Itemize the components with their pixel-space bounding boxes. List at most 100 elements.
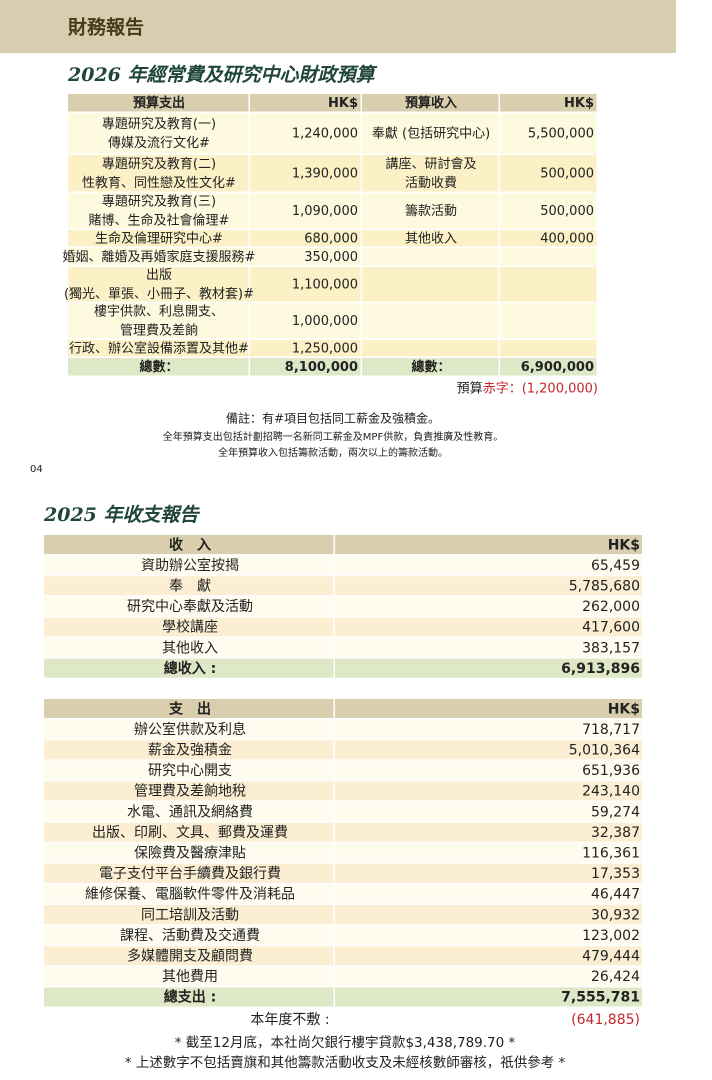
row-value: 479,444 <box>582 949 640 965</box>
row-value: 383,157 <box>582 640 640 656</box>
table-cell <box>335 617 642 637</box>
table-cell <box>250 358 361 376</box>
footnote: * 截至12月底，本社尚欠銀行樓宇貸款$3,438,789.70 * <box>175 1035 516 1051</box>
cell-text: 性教育、同性戀及性文化# <box>82 175 236 191</box>
table-cell <box>500 303 597 339</box>
cell-text: 婚姻、離婚及再婚家庭支援服務# <box>63 249 256 265</box>
cell-text: 講座、研討會及 <box>385 156 476 172</box>
table-cell <box>500 340 597 357</box>
cell-text: 籌款活動 <box>405 204 457 219</box>
table-cell <box>500 113 597 154</box>
table-cell <box>335 884 642 904</box>
table-cell <box>335 535 642 555</box>
row-value: 123,002 <box>582 928 640 944</box>
table-cell <box>44 617 334 637</box>
row-label: 水電、通訊及網絡費 <box>127 804 253 820</box>
row-value: HK$ <box>608 701 640 717</box>
page-number: 04 <box>30 464 43 475</box>
row-value: 17,353 <box>591 866 640 882</box>
table-cell <box>68 248 249 266</box>
cell-text: 專題研究及教育(二) <box>102 156 216 172</box>
table-cell <box>44 760 334 780</box>
table-cell <box>362 94 499 112</box>
cell-text: (獨光、單張、小冊子、教材套)# <box>64 286 254 302</box>
cell-text: 樓宇供款、利息開支、 <box>94 304 224 320</box>
cell-text: 680,000 <box>304 232 358 247</box>
row-label: 辦公室供款及利息 <box>134 721 246 738</box>
table-cell <box>44 596 334 616</box>
table-cell <box>44 658 334 678</box>
row-label: 其他收入 <box>162 640 218 656</box>
table-cell <box>335 740 642 760</box>
budget-title: 2026 年經常費及研究中心財政預算 <box>67 64 377 86</box>
row-label: 奉 獻 <box>169 579 211 595</box>
table-cell <box>500 155 597 192</box>
row-value: HK$ <box>608 537 640 553</box>
deficit-label: 預算 <box>457 382 483 397</box>
row-label: 出版、印刷、文具、郵費及運費 <box>92 825 288 841</box>
row-label: 維修保養、電腦軟件零件及消耗品 <box>85 886 295 903</box>
table-cell <box>362 155 499 192</box>
cell-text: 賭博、生命及社會倫理# <box>89 213 230 229</box>
cell-text: 專題研究及教育(三) <box>102 194 216 210</box>
cell-text: 8,100,000 <box>285 360 358 375</box>
row-value: 243,140 <box>582 784 640 800</box>
cell-text: 傳媒及流行文化# <box>108 136 210 151</box>
row-value: 7,555,781 <box>561 990 640 1006</box>
table-cell <box>250 340 361 357</box>
table-cell <box>335 658 642 678</box>
table-cell <box>44 576 334 596</box>
row-value: 651,936 <box>582 763 640 779</box>
row-value: 32,387 <box>591 825 640 841</box>
header-band <box>0 0 676 53</box>
table-cell <box>68 94 249 112</box>
table-cell <box>44 946 334 966</box>
table-cell <box>250 303 361 339</box>
table-cell <box>44 925 334 945</box>
table-cell <box>44 884 334 904</box>
balance-value: (641,885) <box>571 1012 640 1028</box>
report-title: 2025 年收支報告 <box>43 504 200 526</box>
table-cell <box>362 230 499 247</box>
table-cell <box>68 303 249 339</box>
table-cell <box>44 719 334 739</box>
cell-text: 1,090,000 <box>292 204 358 219</box>
table-cell <box>44 555 334 575</box>
cell-text: 5,500,000 <box>528 127 594 142</box>
table-cell <box>500 94 597 112</box>
cell-text: 生命及倫理研究中心# <box>95 231 223 247</box>
table-cell <box>44 535 334 555</box>
table-cell <box>362 358 499 376</box>
cell-text: 500,000 <box>540 167 594 182</box>
table-cell <box>362 113 499 154</box>
cell-text: HK$ <box>564 96 594 111</box>
table-cell <box>68 358 249 376</box>
table-cell <box>335 843 642 863</box>
table-cell <box>335 925 642 945</box>
table-cell <box>362 340 499 357</box>
row-label: 支 出 <box>168 700 211 717</box>
cell-text: 活動收費 <box>405 176 457 191</box>
table-cell <box>362 248 499 266</box>
cell-text: 1,000,000 <box>292 314 358 329</box>
cell-text: 出版 <box>146 268 172 283</box>
cell-text: 預算支出 <box>133 95 185 111</box>
row-label: 總收入 : <box>164 660 216 677</box>
table-cell <box>335 576 642 596</box>
table-cell <box>250 193 361 229</box>
table-cell <box>44 802 334 822</box>
table-cell <box>500 267 597 302</box>
table-cell <box>68 193 249 229</box>
row-value: 26,424 <box>591 969 640 985</box>
table-cell <box>362 193 499 229</box>
cell-text: 6,900,000 <box>521 360 594 375</box>
row-label: 同工培訓及活動 <box>141 907 239 923</box>
table-cell <box>335 905 642 925</box>
table-cell <box>250 94 361 112</box>
table-cell <box>44 905 334 925</box>
table-cell <box>250 155 361 192</box>
table-cell <box>44 740 334 760</box>
table-cell <box>68 155 249 192</box>
table-cell <box>335 699 642 719</box>
